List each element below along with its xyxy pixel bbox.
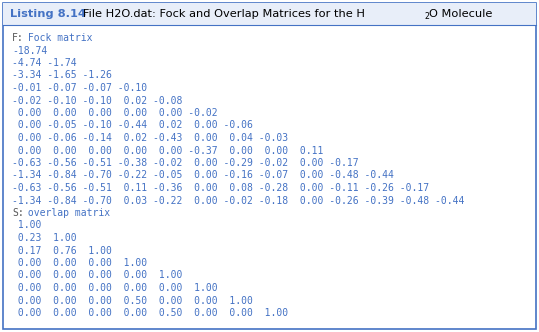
Text: Listing 8.14: Listing 8.14	[10, 9, 86, 19]
Text: Fock matrix: Fock matrix	[23, 33, 93, 43]
Text: -1.34 -0.84 -0.70 -0.22 -0.05  0.00 -0.16 -0.07  0.00 -0.48 -0.44: -1.34 -0.84 -0.70 -0.22 -0.05 0.00 -0.16…	[12, 171, 394, 181]
Text: S:: S:	[12, 208, 24, 218]
Text: overlap matrix: overlap matrix	[23, 208, 110, 218]
Text: -4.74 -1.74: -4.74 -1.74	[12, 58, 77, 68]
Text: 0.00 -0.05 -0.10 -0.44  0.02  0.00 -0.06: 0.00 -0.05 -0.10 -0.44 0.02 0.00 -0.06	[12, 121, 253, 130]
Text: 0.00  0.00  0.00  0.00  1.00: 0.00 0.00 0.00 0.00 1.00	[12, 271, 182, 281]
Text: 0.00  0.00  0.00  0.00  0.00  1.00: 0.00 0.00 0.00 0.00 0.00 1.00	[12, 283, 218, 293]
Text: -1.34 -0.84 -0.70  0.03 -0.22  0.00 -0.02 -0.18  0.00 -0.26 -0.39 -0.48 -0.44: -1.34 -0.84 -0.70 0.03 -0.22 0.00 -0.02 …	[12, 196, 465, 206]
Text: -0.63 -0.56 -0.51 -0.38 -0.02  0.00 -0.29 -0.02  0.00 -0.17: -0.63 -0.56 -0.51 -0.38 -0.02 0.00 -0.29…	[12, 158, 358, 168]
Text: 0.00  0.00  0.00  0.00  0.00 -0.02: 0.00 0.00 0.00 0.00 0.00 -0.02	[12, 108, 218, 118]
Text: 0.00  0.00  0.00  0.00  0.50  0.00  0.00  1.00: 0.00 0.00 0.00 0.00 0.50 0.00 0.00 1.00	[12, 308, 288, 318]
Text: 1.00: 1.00	[12, 220, 42, 230]
Text: 0.00  0.00  0.00  0.00  0.00 -0.37  0.00  0.00  0.11: 0.00 0.00 0.00 0.00 0.00 -0.37 0.00 0.00…	[12, 145, 323, 155]
Text: 2: 2	[424, 12, 429, 21]
Bar	[3, 3, 536, 25]
Text: 0.00 -0.06 -0.14  0.02 -0.43  0.00  0.04 -0.03: 0.00 -0.06 -0.14 0.02 -0.43 0.00 0.04 -0…	[12, 133, 288, 143]
Text: F:: F:	[12, 33, 24, 43]
Text: O Molecule: O Molecule	[429, 9, 492, 19]
Text: 0.17  0.76  1.00: 0.17 0.76 1.00	[12, 245, 112, 256]
Text: -0.63 -0.56 -0.51  0.11 -0.36  0.00  0.08 -0.28  0.00 -0.11 -0.26 -0.17: -0.63 -0.56 -0.51 0.11 -0.36 0.00 0.08 -…	[12, 183, 429, 193]
Text: -18.74: -18.74	[12, 45, 47, 55]
Text: -3.34 -1.65 -1.26: -3.34 -1.65 -1.26	[12, 70, 112, 80]
Text: -0.01 -0.07 -0.07 -0.10: -0.01 -0.07 -0.07 -0.10	[12, 83, 147, 93]
Text: File H2O.dat: Fock and Overlap Matrices for the H: File H2O.dat: Fock and Overlap Matrices …	[72, 9, 365, 19]
Text: -0.02 -0.10 -0.10  0.02 -0.08: -0.02 -0.10 -0.10 0.02 -0.08	[12, 96, 182, 106]
Text: 0.23  1.00: 0.23 1.00	[12, 233, 77, 243]
Text: 0.00  0.00  0.00  1.00: 0.00 0.00 0.00 1.00	[12, 258, 147, 268]
Text: 0.00  0.00  0.00  0.50  0.00  0.00  1.00: 0.00 0.00 0.00 0.50 0.00 0.00 1.00	[12, 295, 253, 305]
